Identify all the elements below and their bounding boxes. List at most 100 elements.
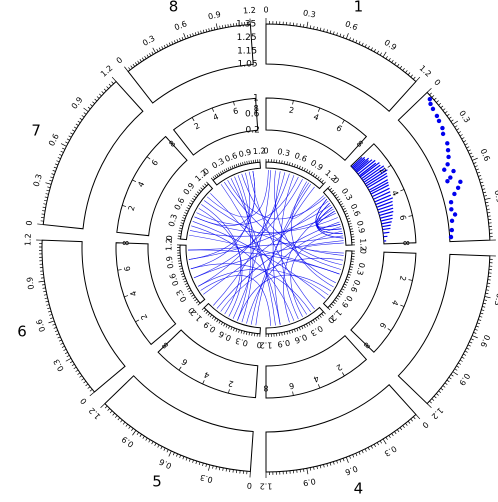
inner-axis-tick — [342, 286, 346, 289]
inner-axis-tick — [308, 170, 311, 174]
segment-label-6: 6 — [17, 322, 27, 340]
outer-track-segment-7 — [42, 80, 144, 230]
scatter-point-18 — [448, 199, 454, 205]
outer-axis-tick — [379, 440, 382, 444]
outer-axis-tick — [51, 173, 55, 175]
inner-axis-tick — [178, 265, 182, 267]
outer-axis-tick — [444, 382, 448, 385]
inner-axis-tick — [350, 263, 354, 265]
inner-axis-tick — [235, 164, 238, 168]
outer-axis-tick — [326, 29, 328, 33]
outer-axis-tick — [53, 327, 57, 329]
outer-track-segment-8 — [127, 24, 254, 104]
outer-axis-tick — [134, 62, 138, 66]
outer-axis-tick — [463, 140, 467, 143]
inner-axis-tick — [338, 292, 342, 296]
outer-axis-tick — [472, 335, 478, 339]
outer-axis-tick-label: 0.3 — [457, 109, 472, 125]
outer-axis-tick — [151, 441, 154, 445]
inner-track-segment-1 — [265, 161, 325, 190]
outer-axis-tick-label: 0.9 — [120, 434, 136, 449]
inner-axis-tick — [178, 262, 182, 265]
outer-axis-tick — [373, 443, 376, 447]
outer-axis-tick — [89, 389, 93, 392]
outer-axis-tick — [323, 464, 325, 468]
inner-axis-tick — [337, 198, 341, 201]
outer-axis-tick — [52, 323, 56, 326]
outer-axis-tick — [484, 197, 491, 200]
outer-axis-tick — [456, 128, 460, 131]
middle-axis-tick-label: 6 — [398, 214, 408, 221]
scatter-point-6 — [440, 131, 446, 137]
outer-axis-tick — [47, 186, 51, 189]
outer-axis-tick — [410, 74, 413, 78]
middle-axis-tick-label: 6 — [335, 123, 344, 133]
outer-axis-tick — [179, 38, 181, 42]
outer-track-segment-3 — [397, 253, 491, 405]
outer-axis-tick — [205, 28, 208, 33]
inner-axis-tick — [343, 283, 347, 286]
outer-axis-tick — [73, 366, 77, 370]
middle-axis-tick-label: 8 — [401, 240, 410, 245]
outer-axis-tick — [358, 41, 361, 45]
outer-axis-tick — [345, 456, 349, 463]
middle-axis-tick-label: 8 — [253, 104, 259, 113]
inner-axis-tick — [337, 295, 341, 298]
outer-axis-tick — [413, 416, 416, 420]
middle-axis-tick-label: 6 — [180, 357, 189, 367]
outer-axis-tick — [198, 461, 201, 466]
outer-axis-tick-label: 0.9 — [25, 276, 36, 290]
scatter-point-5 — [440, 125, 445, 131]
inner-axis-tick — [343, 210, 347, 213]
outer-axis-tick — [112, 412, 115, 416]
bar-28 — [381, 221, 392, 225]
outer-axis-tick-label: 0.6 — [173, 19, 188, 32]
outer-axis-tick — [62, 147, 66, 150]
inner-axis-tick — [198, 189, 202, 192]
links-layer — [188, 170, 344, 326]
outer-axis-tick — [218, 467, 221, 471]
inner-axis-tick — [321, 179, 324, 183]
outer-axis-tick — [364, 44, 367, 48]
outer-axis-tick — [215, 23, 218, 30]
inner-axis-tick — [179, 225, 183, 227]
inner-axis-tick-label: 0.9 — [202, 320, 218, 335]
tracks-layer — [351, 96, 463, 242]
middle-axis-tick — [341, 372, 345, 377]
outer-axis-tick — [70, 132, 74, 135]
inner-axis-tick — [342, 207, 346, 210]
outer-axis-tick-label: 0 — [432, 78, 442, 88]
middle-axis-tick — [135, 319, 140, 323]
inner-axis-tick — [246, 331, 248, 335]
outer-axis-tick — [316, 466, 318, 470]
outer-axis-tick — [139, 59, 142, 62]
outer-axis-tick — [69, 360, 73, 364]
outer-axis-tick — [222, 467, 224, 471]
middle-axis-tick — [408, 215, 413, 217]
inner-track-segment-4 — [265, 306, 325, 335]
outer-axis-tick-label: 1.2 — [430, 406, 445, 421]
inner-axis-tick — [191, 294, 195, 297]
outer-axis-tick — [68, 135, 72, 138]
link-chord-43 — [237, 175, 254, 323]
outer-axis-tick — [309, 467, 312, 471]
outer-axis-tick — [385, 56, 388, 60]
outer-axis-tick — [376, 442, 379, 446]
middle-axis-tick-label: 8 — [160, 340, 170, 350]
bar-9 — [361, 164, 381, 180]
outer-axis-tick — [43, 203, 47, 205]
bar-18 — [371, 187, 390, 198]
bar-8 — [359, 162, 380, 178]
inner-axis-tick-label: 0.6 — [173, 196, 187, 211]
inner-axis-tick — [183, 280, 187, 283]
bar-4 — [355, 159, 369, 172]
inner-axis-tick-label: 1.2 — [358, 238, 367, 251]
inner-axis-tick — [301, 166, 304, 170]
link-chord-44 — [190, 172, 251, 270]
link-chord-24 — [255, 183, 311, 326]
outer-axis-tick — [446, 113, 450, 117]
outer-axis-tick — [161, 46, 164, 50]
inner-axis-tick-label: 0.6 — [168, 272, 181, 287]
outer-axis-tick — [396, 63, 400, 67]
